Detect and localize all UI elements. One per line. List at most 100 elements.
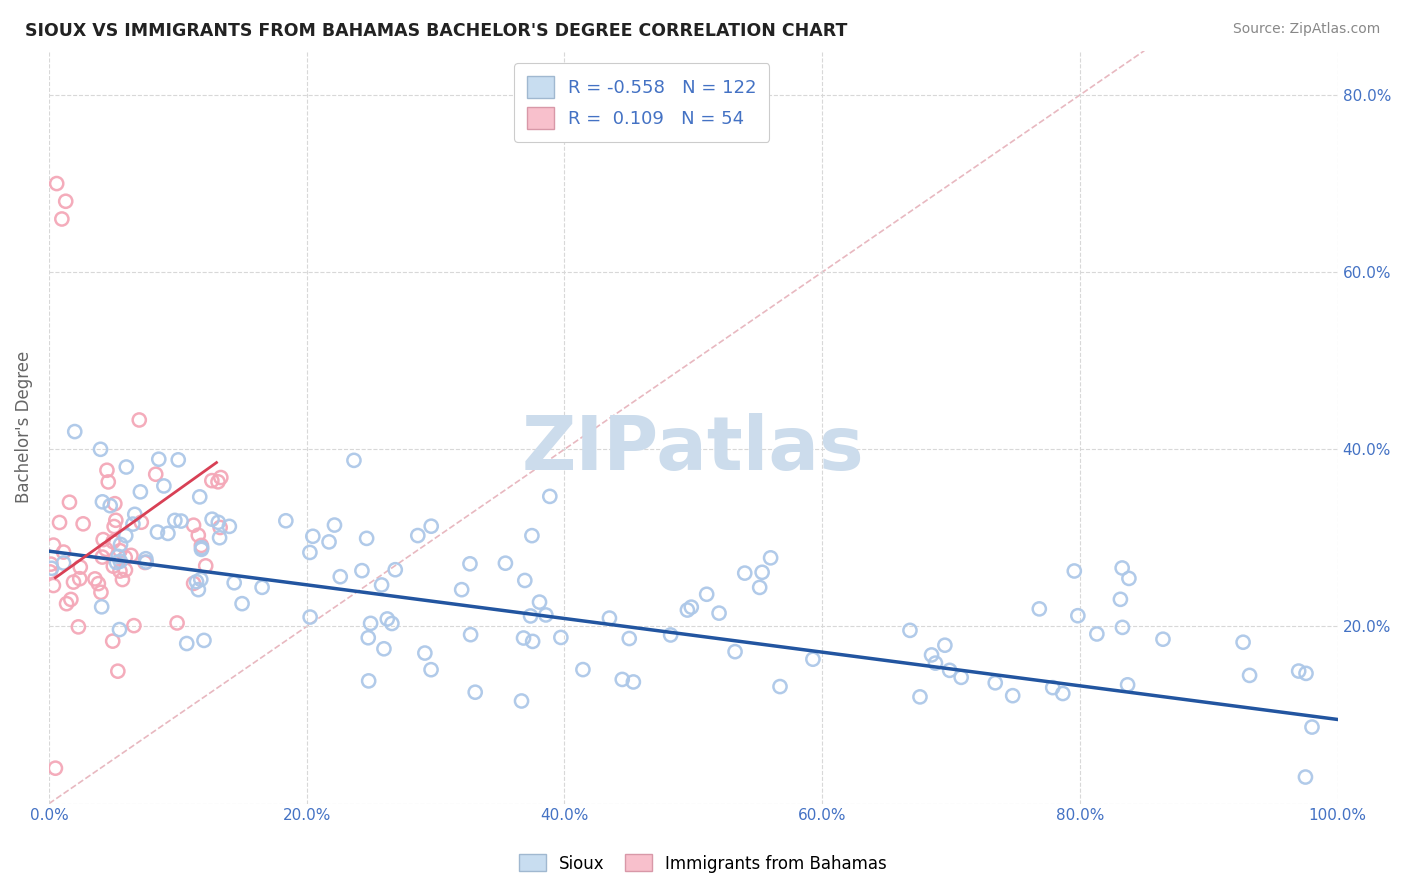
Text: ZIPatlas: ZIPatlas [522, 413, 865, 486]
Point [128, 413, 150, 427]
Point [201, 512, 224, 526]
Point [97, 475, 120, 489]
Point [166, 615, 188, 630]
Point [534, 607, 557, 622]
Point [190, 573, 212, 587]
Point [1152, 632, 1174, 647]
Point [529, 595, 551, 609]
Point [1116, 678, 1139, 692]
Point [42, 538, 65, 552]
Point [1239, 668, 1261, 682]
Point [218, 519, 240, 533]
Point [676, 603, 699, 617]
Point [329, 570, 352, 584]
Point [1001, 689, 1024, 703]
Point [98, 499, 121, 513]
Point [91, 550, 114, 565]
Point [190, 542, 212, 557]
Point [681, 600, 703, 615]
Point [72, 516, 94, 531]
Point [193, 633, 215, 648]
Point [90, 585, 112, 599]
Point [450, 582, 472, 597]
Point [298, 545, 321, 559]
Point [513, 574, 536, 588]
Point [420, 663, 443, 677]
Point [103, 559, 125, 574]
Point [250, 580, 273, 594]
Point [621, 675, 644, 690]
Point [1067, 608, 1090, 623]
Point [134, 556, 156, 570]
Point [122, 618, 145, 632]
Point [44, 761, 66, 775]
Point [659, 628, 682, 642]
Point [934, 638, 956, 652]
Point [42, 578, 65, 592]
Point [105, 556, 128, 570]
Point [520, 528, 543, 542]
Point [1042, 681, 1064, 695]
Point [187, 582, 209, 597]
Point [188, 490, 211, 504]
Point [108, 623, 131, 637]
Text: Source: ZipAtlas.com: Source: ZipAtlas.com [1233, 22, 1381, 37]
Point [207, 475, 229, 489]
Point [357, 631, 380, 645]
Point [1118, 571, 1140, 585]
Point [274, 514, 297, 528]
Point [420, 519, 443, 533]
Point [494, 556, 516, 570]
Point [187, 528, 209, 542]
Point [69, 572, 91, 586]
Point [39, 565, 62, 579]
Point [323, 518, 346, 533]
Point [89, 442, 111, 457]
Point [163, 513, 186, 527]
Point [135, 555, 157, 569]
Point [751, 566, 773, 580]
Point [124, 508, 146, 522]
Point [111, 573, 134, 587]
Point [1111, 620, 1133, 634]
Point [231, 597, 253, 611]
Point [59, 592, 82, 607]
Point [924, 656, 946, 670]
Point [413, 646, 436, 660]
Point [170, 514, 193, 528]
Point [67, 620, 90, 634]
Point [91, 495, 114, 509]
Point [69, 560, 91, 574]
Point [114, 550, 136, 565]
Point [350, 564, 373, 578]
Point [107, 664, 129, 678]
Point [107, 549, 129, 564]
Point [318, 535, 340, 549]
Point [519, 609, 541, 624]
Point [1028, 602, 1050, 616]
Point [384, 563, 406, 577]
Point [183, 518, 205, 533]
Point [619, 632, 641, 646]
Point [724, 645, 747, 659]
Point [101, 534, 124, 549]
Point [572, 663, 595, 677]
Point [167, 453, 190, 467]
Point [207, 516, 229, 530]
Point [110, 537, 132, 551]
Point [55, 194, 77, 209]
Point [357, 673, 380, 688]
Point [110, 554, 132, 568]
Point [612, 673, 634, 687]
Point [156, 526, 179, 541]
Point [406, 528, 429, 542]
Point [510, 694, 533, 708]
Point [108, 543, 131, 558]
Point [190, 541, 212, 555]
Point [301, 529, 323, 543]
Point [224, 575, 246, 590]
Point [1085, 627, 1108, 641]
Point [460, 628, 482, 642]
Point [115, 460, 138, 475]
Point [194, 558, 217, 573]
